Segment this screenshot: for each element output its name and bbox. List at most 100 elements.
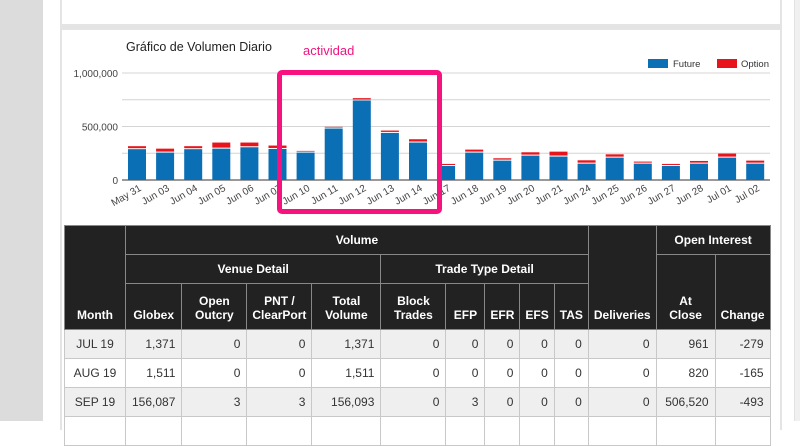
bar-future	[521, 155, 540, 180]
bar-future	[718, 157, 737, 180]
cell-at-close: 961	[655, 329, 716, 359]
col-pnt-clearport: PNT / ClearPort	[246, 283, 313, 330]
bar-future	[577, 163, 596, 180]
cell-efp: 0	[445, 329, 486, 359]
x-tick-label: Jun 06	[224, 183, 256, 208]
group-venue-detail: Venue Detail	[124, 254, 382, 284]
group-open-interest: Open Interest	[655, 225, 771, 255]
group-trade-type-detail: Trade Type Detail	[380, 254, 589, 284]
bar-future	[465, 152, 484, 180]
x-tick-label: Jun 18	[449, 183, 481, 208]
bar-option	[380, 130, 399, 132]
scrollbar[interactable]	[794, 0, 800, 421]
cell-block-trades: 0	[380, 329, 447, 359]
legend-future-label: Future	[673, 59, 700, 70]
y-tick-label: 500,000	[82, 123, 119, 134]
x-tick-label: Jun 20	[505, 183, 537, 208]
cell-efp: 3	[445, 387, 486, 417]
bar-option	[718, 153, 737, 157]
table-row: JUL 19 1,371 0 0 1,371 0 0 0 0 0 0 961 -279	[64, 329, 771, 359]
bar-future	[128, 149, 146, 180]
cell-open-outcry: 0	[181, 358, 248, 388]
cell-deliveries: 0	[587, 387, 657, 417]
cell-month: AUG 19	[64, 358, 126, 388]
x-tick-label: Jun 24	[562, 183, 594, 208]
bar-future	[690, 163, 708, 180]
col-efp: EFP	[445, 283, 486, 330]
annotation-label: actividad	[303, 43, 355, 58]
col-deliveries: Deliveries	[587, 225, 657, 330]
y-tick-label: 0	[112, 176, 118, 187]
cell-globex: 1,371	[124, 329, 183, 359]
table-row: SEP 19 156,087 3 3 156,093 0 3 0 0 0 0 506,520 -493	[64, 387, 771, 417]
legend-option-swatch	[717, 59, 737, 68]
bar-option	[493, 158, 512, 160]
col-efr: EFR	[484, 283, 521, 330]
bar-future	[380, 132, 399, 180]
bar-future	[184, 149, 203, 180]
bar-option	[184, 146, 203, 149]
cell-efr: 0	[484, 358, 521, 388]
bar-future	[212, 148, 231, 180]
cell-deliveries: 0	[587, 358, 657, 388]
cell-tas: 0	[553, 387, 589, 417]
bar-option	[324, 126, 343, 128]
bar-future	[633, 163, 652, 180]
x-tick-label: Jul 02	[733, 183, 762, 206]
cell-total-volume: 1,371	[311, 329, 382, 359]
legend-option-label: Option	[741, 59, 769, 70]
panel-divider	[60, 24, 782, 28]
bar-option	[549, 151, 568, 156]
bar-future	[324, 128, 343, 180]
cell-tas: 0	[553, 358, 589, 388]
bar-option	[690, 160, 708, 163]
group-volume: Volume	[125, 225, 589, 255]
bar-option	[409, 139, 427, 142]
bar-option	[605, 154, 624, 157]
y-tick-label: 1,000,000	[74, 69, 119, 80]
cell-efs: 0	[519, 387, 555, 417]
cell-change: -279	[714, 329, 771, 359]
x-tick-label: Jun 03	[140, 183, 172, 208]
cell-open-outcry: 0	[181, 329, 248, 359]
bar-option	[240, 142, 259, 147]
cell-month: JUL 19	[64, 329, 126, 359]
col-month: Month	[64, 225, 126, 330]
cell-efr: 0	[484, 387, 521, 417]
cell-efp: 0	[445, 358, 486, 388]
cell-globex: 156,087	[124, 387, 183, 417]
bar-option	[521, 152, 540, 155]
bar-future	[493, 160, 512, 180]
cell-globex: 1,511	[124, 358, 183, 388]
bar-future	[661, 165, 680, 180]
bar-option	[661, 163, 680, 165]
cell-open-outcry: 3	[181, 387, 248, 417]
bar-future	[296, 152, 315, 180]
col-efs: EFS	[519, 283, 555, 330]
cell-deliveries: 0	[587, 329, 657, 359]
legend-future-swatch	[648, 59, 668, 68]
x-tick-label: Jun 19	[477, 183, 509, 208]
col-change: Change	[714, 254, 771, 330]
x-tick-label: Jun 21	[533, 183, 565, 208]
x-tick-label: Jun 25	[590, 183, 622, 208]
cell-total-volume: 1,511	[311, 358, 382, 388]
cell-total-volume: 156,093	[311, 387, 382, 417]
bar-option	[746, 160, 765, 163]
cell-efs: 0	[519, 329, 555, 359]
col-block-trades: Block Trades	[380, 283, 447, 330]
bar-future	[240, 147, 259, 180]
cell-month: SEP 19	[64, 387, 126, 417]
cell-block-trades: 0	[380, 387, 447, 417]
bar-option	[156, 148, 175, 152]
cell-efr: 0	[484, 329, 521, 359]
cell-pnt-clearport: 0	[246, 329, 313, 359]
bar-future	[549, 156, 568, 180]
col-open-outcry: Open Outcry	[181, 283, 248, 330]
cell-block-trades: 0	[380, 358, 447, 388]
bar-option	[128, 146, 146, 149]
cell-tas: 0	[553, 329, 589, 359]
x-tick-label: Jun 28	[674, 183, 706, 208]
bar-option	[633, 161, 652, 163]
